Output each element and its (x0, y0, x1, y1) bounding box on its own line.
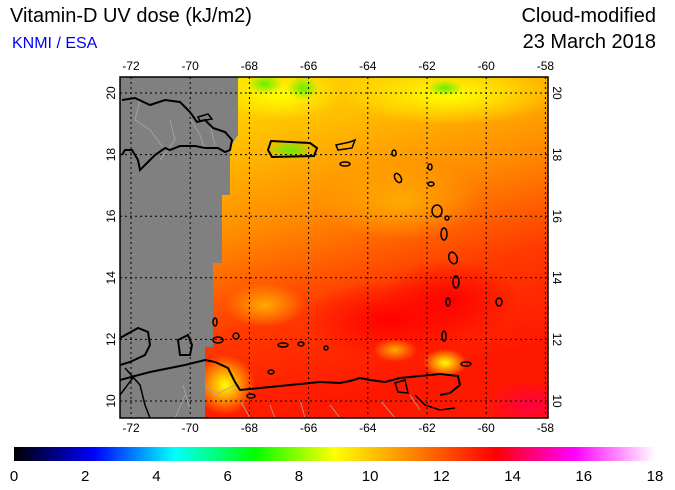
latitude-label: 14 (550, 271, 564, 285)
date-label: 23 March 2018 (522, 31, 656, 53)
longitude-label: -58 (537, 421, 555, 435)
colorbar-tick-label: 16 (575, 468, 592, 485)
longitude-label: -72 (122, 421, 140, 435)
latitude-label: 14 (104, 271, 118, 285)
longitude-label: -68 (241, 421, 259, 435)
colorbar-tick-label: 4 (152, 468, 160, 485)
graticule (120, 77, 548, 418)
colorbar-tick-label: 8 (295, 468, 303, 485)
latitude-label: 10 (104, 394, 118, 408)
map-title: Vitamin-D UV dose (kJ/m2) (10, 5, 252, 27)
latitude-label: 16 (550, 210, 564, 224)
longitude-label: -66 (300, 421, 318, 435)
latitude-label: 20 (550, 86, 564, 100)
longitude-label: -60 (478, 59, 496, 73)
latitude-label: 10 (550, 394, 564, 408)
colorbar-tick-label: 6 (223, 468, 231, 485)
longitude-label: -58 (537, 59, 555, 73)
latitude-label: 12 (104, 332, 118, 346)
colorbar-tick-label: 10 (362, 468, 379, 485)
longitude-label: -70 (182, 59, 200, 73)
latitude-label: 18 (104, 148, 118, 162)
longitude-label: -70 (182, 421, 200, 435)
longitude-label: -72 (122, 59, 140, 73)
latitude-label: 18 (550, 148, 564, 162)
latitude-label: 20 (104, 86, 118, 100)
latitude-label: 16 (104, 209, 118, 223)
longitude-label: -64 (359, 421, 377, 435)
longitude-label: -68 (241, 59, 259, 73)
data-credit: KNMI / ESA (12, 35, 98, 52)
colorbar-tick-label: 18 (647, 468, 664, 485)
longitude-label: -62 (418, 59, 436, 73)
colorbar-tick-label: 14 (504, 468, 521, 485)
longitude-label: -62 (418, 421, 436, 435)
no-data-region (120, 77, 238, 418)
colorbar (14, 447, 655, 461)
colorbar-tick-label: 0 (10, 468, 18, 485)
coastlines (120, 96, 462, 418)
map-frame (119, 76, 549, 419)
longitude-label: -66 (300, 59, 318, 73)
colorbar-tick-label: 12 (433, 468, 450, 485)
islands (212, 149, 503, 399)
product-label: Cloud-modified (521, 5, 656, 27)
longitude-label: -60 (478, 421, 496, 435)
colorbar-tick-label: 2 (81, 468, 89, 485)
country-borders (134, 99, 421, 418)
puerto-rico-coast (266, 139, 319, 159)
uv-field (120, 77, 548, 418)
longitude-label: -64 (359, 59, 377, 73)
latitude-label: 12 (550, 333, 564, 347)
